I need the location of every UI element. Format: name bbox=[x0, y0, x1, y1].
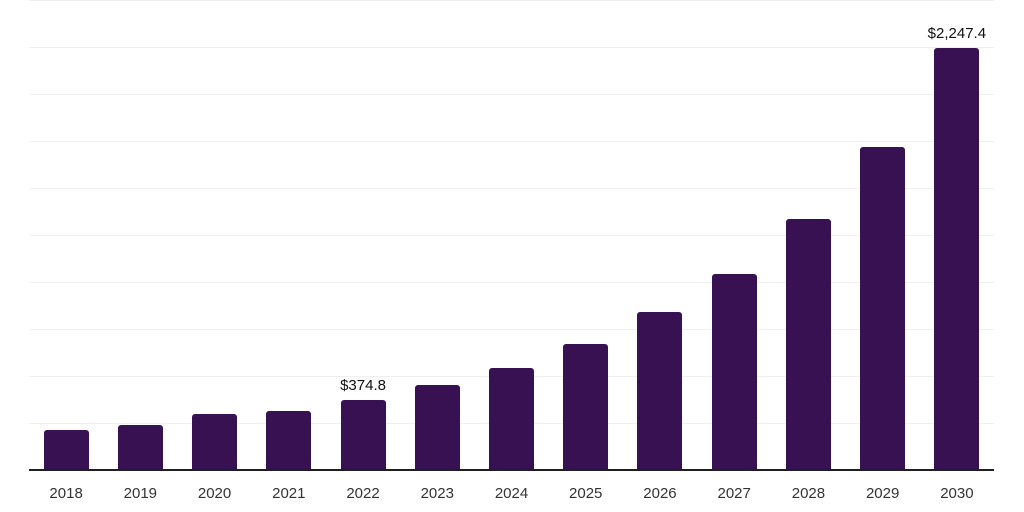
bar-2029 bbox=[860, 147, 906, 470]
bar-2026 bbox=[637, 312, 683, 470]
bar-2019 bbox=[117, 424, 163, 470]
bar-2022 bbox=[340, 399, 386, 470]
x-tick-label-2022: 2022 bbox=[346, 485, 380, 502]
x-tick-label-2023: 2023 bbox=[420, 485, 454, 502]
bar-value-label-2030: $2,247.4 bbox=[927, 24, 987, 42]
plot-area: $374.8 $2,247.4 bbox=[29, 0, 994, 471]
x-tick-label-2020: 2020 bbox=[197, 485, 232, 502]
x-tick-label-2027: 2027 bbox=[717, 485, 751, 502]
x-tick-label-2026: 2026 bbox=[643, 485, 677, 502]
gridline-1500 bbox=[29, 188, 994, 189]
gridline-2000 bbox=[29, 94, 994, 95]
bar-2023 bbox=[414, 385, 460, 470]
bar-2028 bbox=[785, 219, 831, 470]
bar-2024 bbox=[489, 368, 534, 470]
bar-2025 bbox=[563, 344, 609, 470]
gridline-1000 bbox=[29, 282, 994, 283]
gridline-1750 bbox=[29, 141, 994, 142]
bar-2021 bbox=[266, 410, 312, 470]
bar-2027 bbox=[711, 273, 757, 470]
x-tick-label-2028: 2028 bbox=[791, 485, 826, 502]
x-axis-line bbox=[29, 469, 994, 471]
gridline-1250 bbox=[29, 235, 994, 236]
gridline-750 bbox=[29, 329, 994, 330]
x-tick-label-2019: 2019 bbox=[123, 485, 158, 502]
bar-2030 bbox=[934, 47, 980, 470]
gridline-2250 bbox=[29, 47, 994, 48]
bar-value-label-2022: $374.8 bbox=[340, 376, 386, 394]
gridline-2500 bbox=[29, 0, 994, 1]
bar-2020 bbox=[192, 414, 238, 470]
x-tick-label-2025: 2025 bbox=[569, 485, 603, 502]
x-tick-label-2030: 2030 bbox=[940, 485, 974, 502]
x-tick-label-2029: 2029 bbox=[865, 485, 900, 502]
x-tick-label-2018: 2018 bbox=[49, 485, 83, 502]
x-tick-label-2024: 2024 bbox=[494, 485, 529, 502]
bar-2018 bbox=[43, 429, 89, 470]
x-tick-label-2021: 2021 bbox=[272, 485, 306, 502]
